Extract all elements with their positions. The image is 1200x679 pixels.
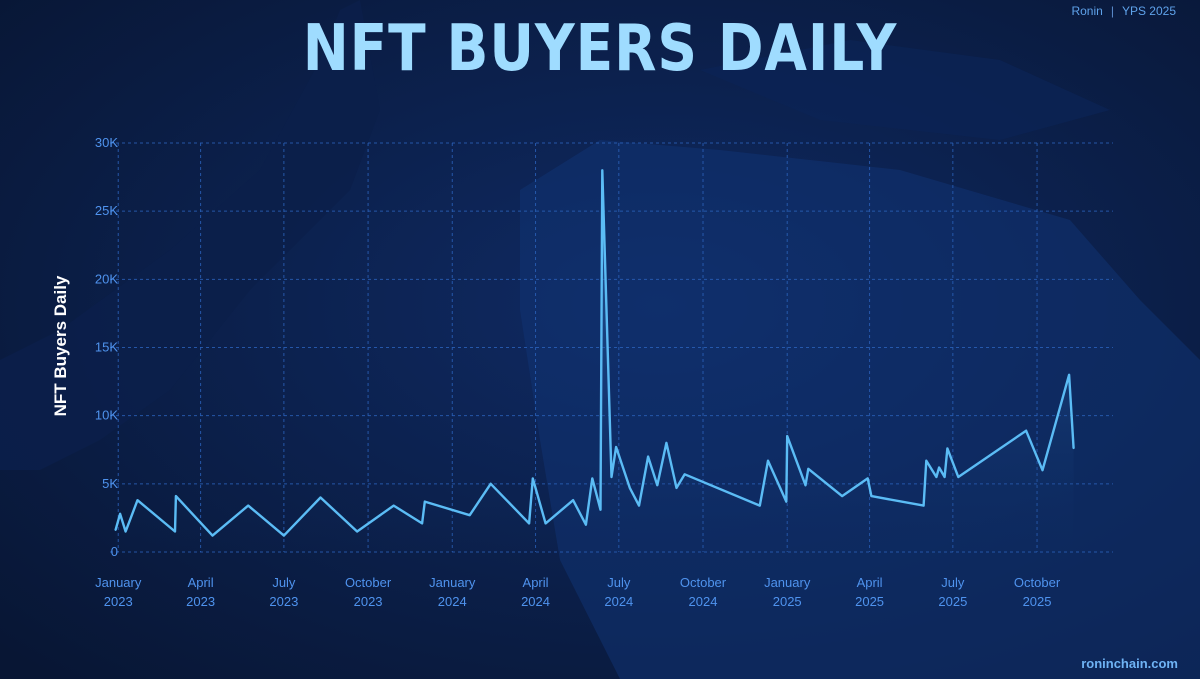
data-point: [531, 477, 534, 480]
data-point: [174, 530, 176, 533]
data-point: [1025, 429, 1027, 432]
series-area: [115, 170, 1074, 553]
data-point: [943, 476, 946, 478]
chart-title: NFT BUYERS DAILY: [302, 12, 898, 86]
series: [114, 169, 1075, 553]
x-tick-label: January 2025: [764, 575, 811, 609]
y-tick-label: 30K: [95, 135, 118, 150]
brand-name: Ronin: [1071, 4, 1103, 18]
data-point: [424, 500, 426, 503]
x-tick-label: October 2024: [680, 575, 727, 609]
y-axis-label: NFT Buyers Daily: [51, 275, 70, 416]
data-point: [786, 435, 789, 437]
data-point: [136, 499, 139, 501]
brand-tag: Ronin | YPS 2025: [1071, 4, 1176, 18]
data-point: [638, 504, 640, 507]
y-tick-label: 0: [111, 544, 118, 559]
x-tick-label: April 2024: [521, 575, 550, 609]
y-tick-label: 20K: [95, 271, 118, 286]
x-tick-label: April 2025: [855, 575, 884, 609]
x-tick-label: October 2023: [345, 575, 392, 609]
data-point: [175, 495, 177, 497]
data-point: [114, 529, 117, 531]
data-point: [785, 500, 788, 503]
x-tick-label: October 2025: [1014, 575, 1061, 609]
x-tick-label: July 2025: [938, 575, 967, 609]
data-point: [572, 499, 574, 501]
data-point: [957, 476, 960, 478]
data-point: [421, 522, 423, 525]
data-point: [656, 484, 659, 486]
data-point: [211, 534, 214, 537]
data-point: [119, 513, 121, 515]
data-point: [841, 495, 843, 497]
data-point: [935, 476, 938, 478]
data-point: [356, 530, 358, 533]
brand-suffix: YPS 2025: [1121, 4, 1176, 18]
data-point: [922, 504, 925, 507]
data-point: [615, 446, 617, 448]
data-point: [528, 522, 530, 525]
data-point: [870, 495, 873, 497]
data-point: [319, 496, 322, 499]
data-point: [544, 522, 547, 525]
x-tick-label: July 2024: [604, 575, 633, 609]
data-point: [758, 504, 761, 507]
data-point: [1072, 447, 1075, 450]
y-tick-label: 5K: [102, 476, 118, 491]
data-point: [489, 483, 492, 485]
data-point: [629, 487, 631, 489]
data-point: [591, 477, 594, 480]
footer-url: roninchain.com: [1081, 656, 1178, 671]
data-point: [392, 504, 395, 507]
data-point: [647, 455, 649, 458]
data-point: [866, 477, 869, 480]
x-tick-label: January 2023: [95, 575, 142, 609]
data-point: [585, 523, 587, 526]
x-tick-label: January 2024: [429, 575, 476, 609]
data-point: [675, 487, 678, 489]
data-point: [807, 468, 810, 470]
x-tick-label: April 2023: [186, 575, 215, 609]
data-point: [599, 508, 602, 511]
axes: 0 5K 10K 15K 20K 25K 30K January 2023 April 2023 Ju…: [95, 135, 1061, 609]
data-point: [610, 476, 613, 478]
data-point: [804, 484, 807, 486]
data-point: [665, 442, 668, 444]
data-point: [938, 466, 940, 469]
data-point: [925, 459, 928, 462]
data-point: [767, 459, 769, 462]
data-point: [283, 534, 285, 537]
y-tick-label: 25K: [95, 203, 118, 218]
data-point: [247, 504, 249, 507]
data-point: [683, 473, 686, 476]
data-point: [124, 530, 127, 533]
x-tick-label: July 2023: [269, 575, 298, 609]
data-point: [601, 169, 604, 172]
y-tick-label: 10K: [95, 408, 118, 423]
y-tick-label: 15K: [95, 340, 118, 355]
brand-separator: |: [1110, 4, 1114, 18]
landmass-shape: [0, 0, 380, 470]
data-point: [946, 447, 949, 450]
landmass-shape: [700, 40, 1110, 140]
data-point: [468, 514, 471, 516]
data-point: [1068, 373, 1070, 376]
data-point: [1041, 469, 1044, 472]
